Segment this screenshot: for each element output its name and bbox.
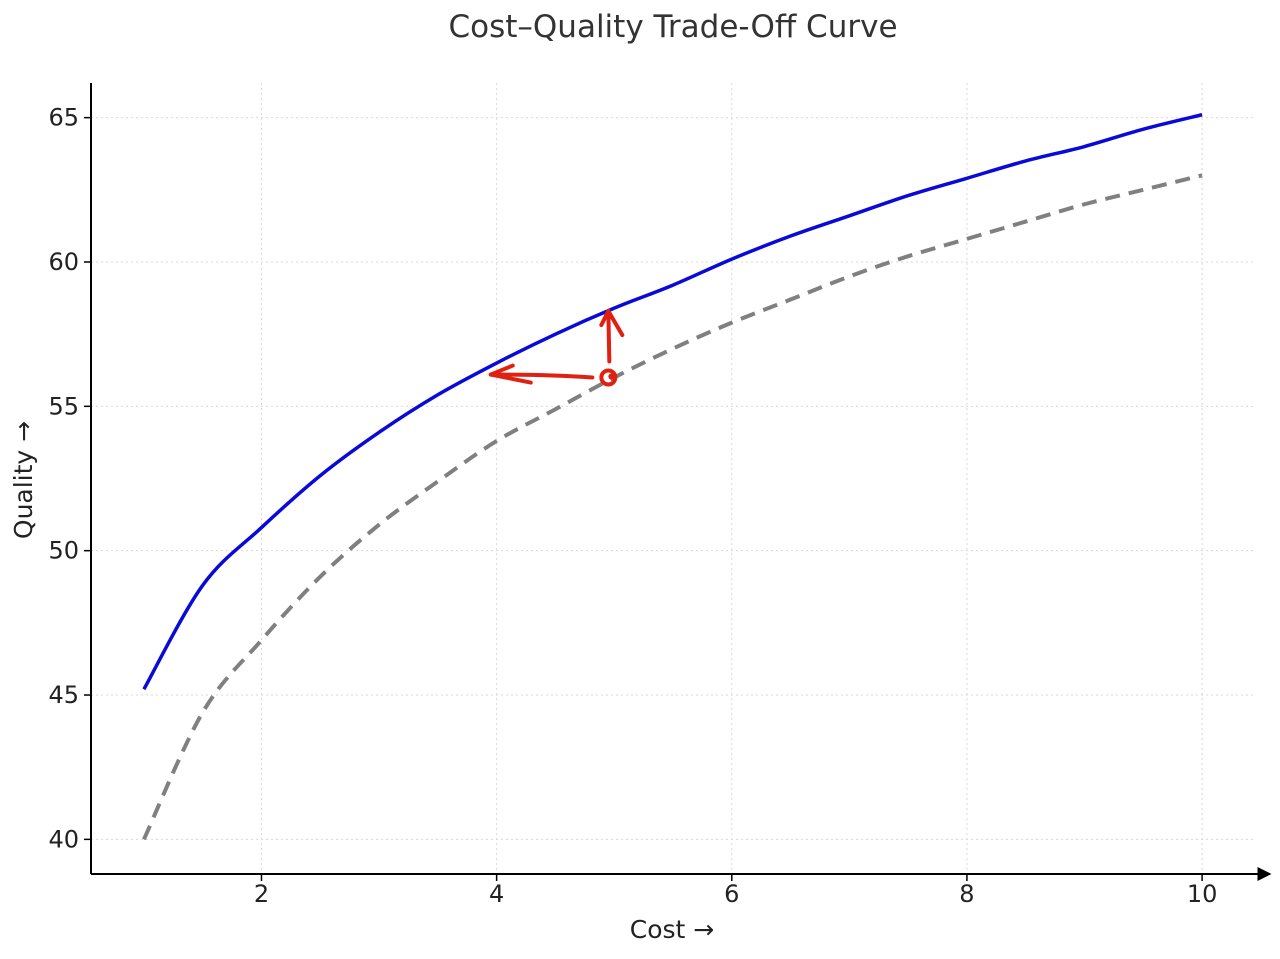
annotation-arrowhead-left [488, 363, 533, 385]
x-tick-label: 6 [724, 880, 739, 908]
y-tick-label: 60 [48, 248, 79, 276]
y-tick-label: 55 [48, 392, 79, 420]
x-axis-label: Cost → [630, 915, 714, 944]
annotation-arrow-left [488, 372, 595, 380]
y-tick-label: 65 [48, 104, 79, 132]
annotation-point [599, 368, 618, 387]
annotations [488, 309, 625, 387]
annotation-arrowhead-up [599, 309, 625, 338]
x-tick-label: 4 [489, 880, 504, 908]
y-tick-label: 50 [48, 537, 79, 565]
series-line-dashed [142, 173, 1203, 841]
y-tick-label: 40 [48, 825, 79, 853]
annotation-point-dot [608, 373, 615, 380]
series-line-solid [142, 113, 1203, 691]
x-tick-label: 8 [959, 880, 974, 908]
x-tick-label: 2 [254, 880, 269, 908]
y-tick-label: 45 [48, 681, 79, 709]
y-axis-label: Quality → [9, 421, 38, 539]
grid [91, 83, 1255, 874]
axis-ticks: 2 4 6 8 10 40 45 50 55 60 65 [48, 104, 1217, 908]
x-tick-label: 10 [1187, 880, 1218, 908]
series-lines [142, 113, 1203, 841]
chart-title: Cost–Quality Trade-Off Curve [448, 9, 897, 45]
annotation-arrow-up [606, 309, 612, 364]
